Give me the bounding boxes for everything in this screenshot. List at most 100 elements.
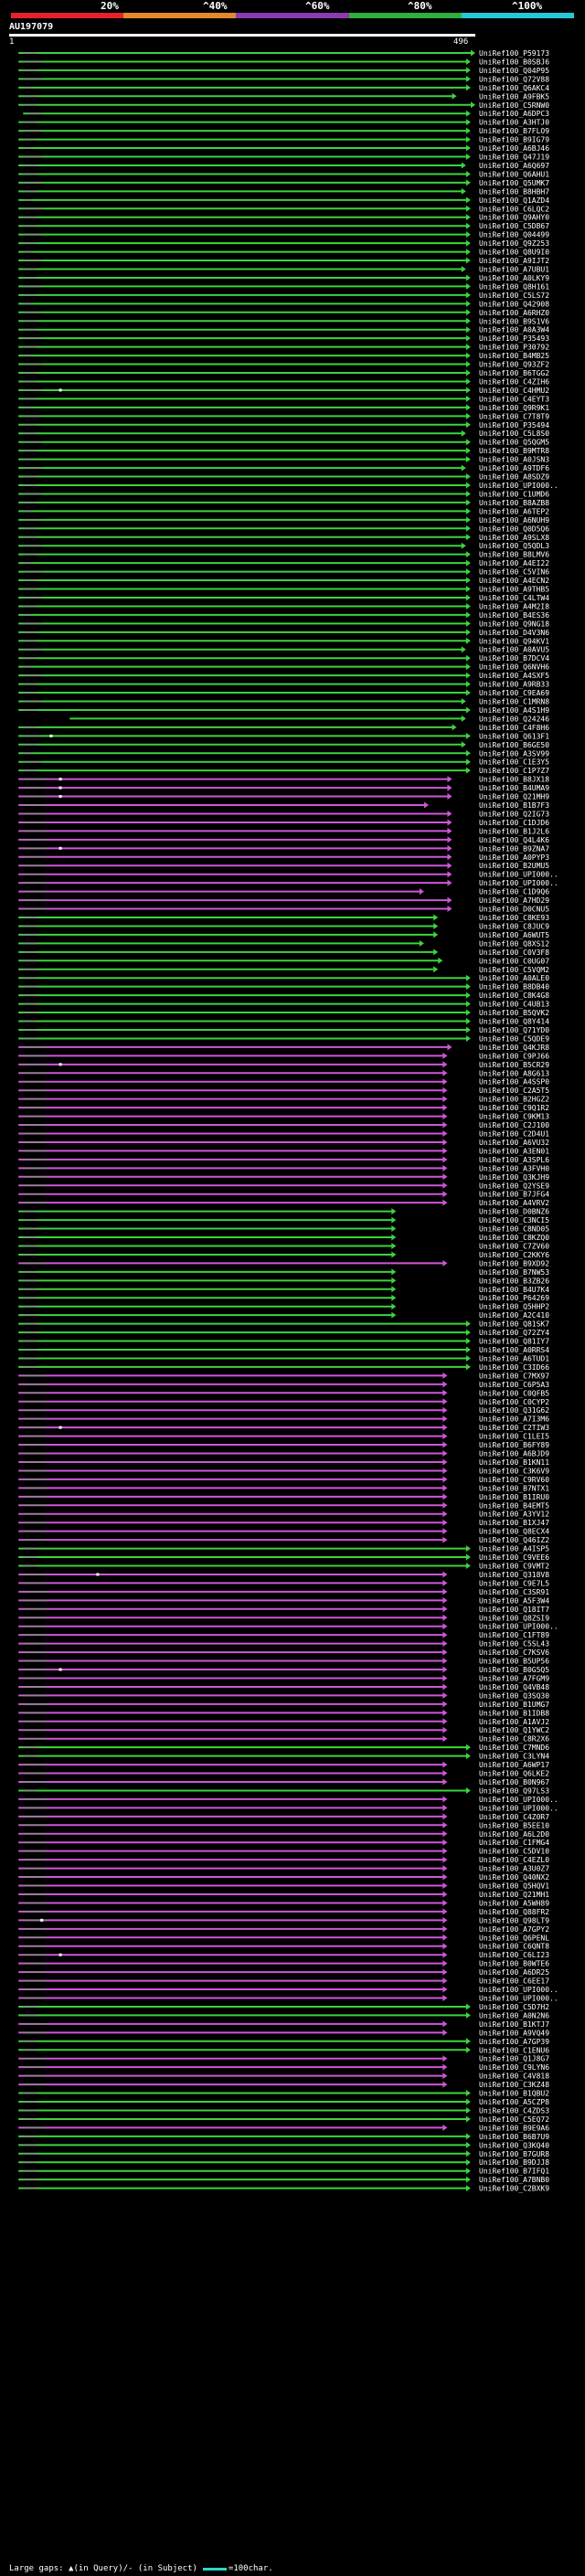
hit-label[interactable]: UniRef100_Q31G62 xyxy=(479,1406,549,1415)
hit-label[interactable]: UniRef100_C4HMU2 xyxy=(479,387,549,395)
hit-label[interactable]: UniRef100_A9SLX8 xyxy=(479,534,549,542)
hit-row[interactable]: UniRef100_C8JUC9 xyxy=(18,922,549,930)
hit-row[interactable]: UniRef100_Q4L4K6 xyxy=(18,836,549,844)
hit-label[interactable]: UniRef100_B8HBH7 xyxy=(479,187,549,196)
hit-row[interactable]: UniRef100_C8R2X6 xyxy=(18,1735,549,1744)
hit-label[interactable]: UniRef100_Q9AHY0 xyxy=(479,214,549,222)
hit-label[interactable]: UniRef100_Q46IZ2 xyxy=(479,1536,549,1544)
hit-label[interactable]: UniRef100_B0WTE6 xyxy=(479,1960,549,1968)
hit-label[interactable]: UniRef100_Q72ZY4 xyxy=(479,1329,549,1337)
hit-label[interactable]: UniRef100_C5DB67 xyxy=(479,222,549,230)
hit-label[interactable]: UniRef100_UPI000.. xyxy=(479,1986,558,1994)
hit-row[interactable]: UniRef100_B4MB25 xyxy=(18,352,549,360)
hit-row[interactable]: UniRef100_C4HMU2 xyxy=(18,387,549,395)
hit-row[interactable]: UniRef100_B2HGZ2 xyxy=(18,1096,549,1104)
hit-label[interactable]: UniRef100_C6QNT8 xyxy=(479,1943,549,1951)
hit-label[interactable]: UniRef100_B5EE10 xyxy=(479,1821,549,1829)
hit-label[interactable]: UniRef100_C3ID66 xyxy=(479,1363,549,1372)
hit-label[interactable]: UniRef100_B9DJJ8 xyxy=(479,2158,549,2167)
hit-label[interactable]: UniRef100_C1DJD6 xyxy=(479,819,549,827)
hit-row[interactable]: UniRef100_UPI000.. xyxy=(18,482,558,490)
hit-label[interactable]: UniRef100_B5CR29 xyxy=(479,1061,549,1069)
hit-label[interactable]: UniRef100_A6Q697 xyxy=(479,162,549,170)
hit-row[interactable]: UniRef100_Q1J8G7 xyxy=(18,2055,549,2063)
hit-label[interactable]: UniRef100_C3SR91 xyxy=(479,1588,549,1596)
hit-row[interactable]: UniRef100_C1D9Q6 xyxy=(18,888,549,896)
hit-label[interactable]: UniRef100_B1IDB8 xyxy=(479,1709,549,1717)
hit-row[interactable]: UniRef100_A4M2I8 xyxy=(18,602,549,610)
hit-row[interactable]: UniRef100_B1IDB8 xyxy=(18,1709,549,1717)
hit-label[interactable]: UniRef100_Q8ZSI9 xyxy=(479,1614,549,1622)
hit-row[interactable]: UniRef100_B2UMU5 xyxy=(18,862,549,870)
hit-row[interactable]: UniRef100_A7BNB0 xyxy=(18,2176,549,2184)
hit-label[interactable]: UniRef100_A3EN01 xyxy=(479,1147,549,1155)
hit-row[interactable]: UniRef100_Q18IT7 xyxy=(18,1606,549,1614)
hit-row[interactable]: UniRef100_A5WH89 xyxy=(18,1899,549,1907)
hit-row[interactable]: UniRef100_C9VMT2 xyxy=(18,1563,549,1571)
hit-row[interactable]: UniRef100_B8JX18 xyxy=(18,776,549,784)
hit-row[interactable]: UniRef100_B8DB40 xyxy=(18,983,549,991)
hit-row[interactable]: UniRef100_A4VRV2 xyxy=(18,1199,549,1207)
hit-label[interactable]: UniRef100_B6TGG2 xyxy=(479,369,549,377)
hit-label[interactable]: UniRef100_A6RHZ0 xyxy=(479,309,549,317)
hit-row[interactable]: UniRef100_D0CNU5 xyxy=(18,906,549,914)
hit-label[interactable]: UniRef100_C1P7Z7 xyxy=(479,767,549,775)
hit-row[interactable]: UniRef100_C5EQ72 xyxy=(18,2115,549,2124)
hit-label[interactable]: UniRef100_B9MTR8 xyxy=(479,447,549,455)
hit-label[interactable]: UniRef100_Q9R9K1 xyxy=(479,404,549,412)
hit-label[interactable]: UniRef100_A5CZP8 xyxy=(479,2098,549,2106)
hit-label[interactable]: UniRef100_B4MB25 xyxy=(479,352,549,360)
hit-row[interactable]: UniRef100_Q5QDL3 xyxy=(18,542,549,550)
hit-row[interactable]: UniRef100_Q4KJR8 xyxy=(18,1044,549,1052)
hit-row[interactable]: UniRef100_Q94KV1 xyxy=(18,637,549,645)
hit-label[interactable]: UniRef100_C5VIN6 xyxy=(479,568,549,577)
hit-label[interactable]: UniRef100_A5WH89 xyxy=(479,1899,549,1907)
hit-label[interactable]: UniRef100_C9EA69 xyxy=(479,689,549,697)
hit-label[interactable]: UniRef100_C4EYT3 xyxy=(479,395,549,403)
hit-label[interactable]: UniRef100_A7I3M6 xyxy=(479,1415,549,1424)
hit-label[interactable]: UniRef100_C7KSV6 xyxy=(479,1648,549,1657)
hit-row[interactable]: UniRef100_Q21MH9 xyxy=(18,793,549,801)
hit-row[interactable]: UniRef100_Q3KJH9 xyxy=(18,1173,549,1182)
hit-label[interactable]: UniRef100_Q6AHU1 xyxy=(479,170,549,178)
hit-row[interactable]: UniRef100_UPI000.. xyxy=(18,1995,558,2003)
hit-row[interactable]: UniRef100_A5CZP8 xyxy=(18,2098,549,2106)
hit-row[interactable]: UniRef100_A6VU32 xyxy=(18,1139,549,1147)
hit-label[interactable]: UniRef100_Q6LKE2 xyxy=(479,1770,549,1778)
hit-row[interactable]: UniRef100_C5DV10 xyxy=(18,1848,549,1856)
hit-row[interactable]: UniRef100_Q1AZD4 xyxy=(18,196,549,205)
hit-label[interactable]: UniRef100_A7GPY2 xyxy=(479,1925,549,1934)
hit-row[interactable]: UniRef100_C9KM13 xyxy=(18,1113,549,1121)
hit-row[interactable]: UniRef100_Q31G62 xyxy=(18,1406,549,1415)
hit-label[interactable]: UniRef100_C6EE17 xyxy=(479,1977,549,1986)
hit-row[interactable]: UniRef100_P35494 xyxy=(18,421,549,429)
hit-label[interactable]: UniRef100_A6WP17 xyxy=(479,1761,549,1769)
hit-label[interactable]: UniRef100_B1QBU2 xyxy=(479,2090,549,2098)
hit-row[interactable]: UniRef100_Q72ZY4 xyxy=(18,1329,549,1337)
hit-row[interactable]: UniRef100_B9S1V6 xyxy=(18,317,549,325)
hit-label[interactable]: UniRef100_B9XD92 xyxy=(479,1259,549,1267)
hit-row[interactable]: UniRef100_C5RNW0 xyxy=(18,101,549,110)
hit-row[interactable]: UniRef100_Q8U9I0 xyxy=(18,249,549,257)
hit-label[interactable]: UniRef100_C5VQM2 xyxy=(479,966,549,974)
hit-row[interactable]: UniRef100_Q0D5Q6 xyxy=(18,525,549,533)
hit-row[interactable]: UniRef100_A6L2D0 xyxy=(18,1830,549,1839)
hit-label[interactable]: UniRef100_Q1AZD4 xyxy=(479,196,549,205)
hit-row[interactable]: UniRef100_B4U7K4 xyxy=(18,1286,549,1294)
hit-row[interactable]: UniRef100_B0SBJ6 xyxy=(18,58,549,66)
hit-row[interactable]: UniRef100_C1DJD6 xyxy=(18,819,549,827)
hit-label[interactable]: UniRef100_A3YV12 xyxy=(479,1511,549,1519)
hit-label[interactable]: UniRef100_C2D4U1 xyxy=(479,1130,549,1139)
hit-label[interactable]: UniRef100_Q5UMK7 xyxy=(479,179,549,187)
hit-label[interactable]: UniRef100_A6BJD9 xyxy=(479,1450,549,1458)
hit-label[interactable]: UniRef100_B4U7K4 xyxy=(479,1286,549,1294)
hit-label[interactable]: UniRef100_C7MND6 xyxy=(479,1744,549,1752)
hit-label[interactable]: UniRef100_B7JFG4 xyxy=(479,1191,549,1199)
hit-label[interactable]: UniRef100_C9KM13 xyxy=(479,1113,549,1121)
hit-row[interactable]: UniRef100_B9ZNA7 xyxy=(18,844,549,853)
hit-label[interactable]: UniRef100_C1FMG4 xyxy=(479,1839,549,1847)
hit-label[interactable]: UniRef100_A6L2D0 xyxy=(479,1830,549,1839)
hit-label[interactable]: UniRef100_A0JSN3 xyxy=(479,456,549,464)
hit-label[interactable]: UniRef100_P64269 xyxy=(479,1294,549,1302)
hit-row[interactable]: UniRef100_C0V3F8 xyxy=(18,949,549,957)
